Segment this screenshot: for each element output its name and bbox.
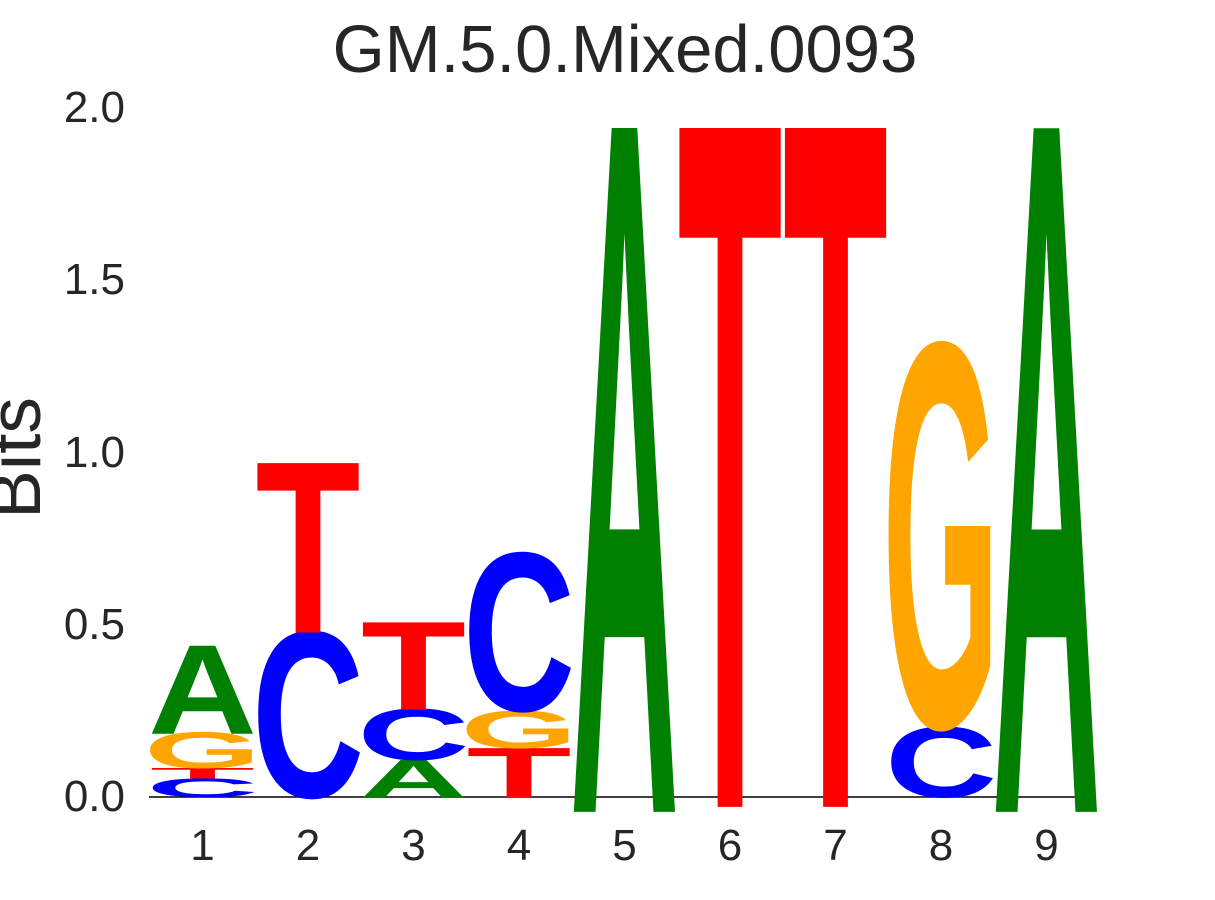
svg-text:T: T (783, 0, 888, 900)
svg-text:A: A (148, 618, 257, 762)
svg-text:A: A (570, 0, 679, 900)
svg-text:T: T (677, 0, 782, 900)
svg-text:C: C (463, 506, 575, 759)
svg-text:G: G (882, 227, 999, 844)
svg-text:3: 3 (401, 821, 425, 870)
svg-text:1.0: 1.0 (64, 428, 125, 477)
svg-text:1: 1 (190, 821, 214, 870)
svg-text:A: A (992, 0, 1101, 900)
svg-text:Bits: Bits (0, 397, 56, 519)
svg-text:0.0: 0.0 (64, 772, 125, 821)
svg-text:2.0: 2.0 (64, 83, 125, 132)
svg-text:4: 4 (507, 821, 531, 870)
svg-text:0.5: 0.5 (64, 600, 125, 649)
svg-text:T: T (255, 410, 360, 685)
svg-text:1.5: 1.5 (64, 255, 125, 304)
svg-text:T: T (361, 595, 466, 737)
